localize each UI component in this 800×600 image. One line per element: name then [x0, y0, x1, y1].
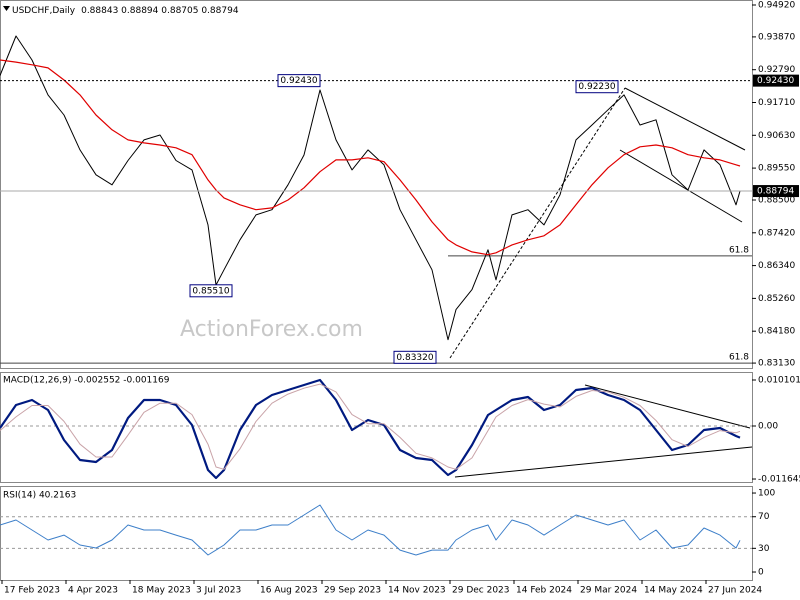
y-tick-label: 0.91710 [758, 98, 795, 108]
y-tick-label: 100 [758, 489, 775, 499]
price-label: 0.92430 [757, 76, 794, 86]
watermark: ActionForex.com [180, 317, 363, 342]
fib-label: 61.8 [729, 245, 749, 255]
y-tick-label: 0.89550 [758, 164, 795, 174]
ohlc: 0.88843 0.88894 0.88705 0.88794 [81, 6, 239, 16]
panel-border [0, 0, 753, 369]
annotation-label: 0.92230 [578, 82, 615, 92]
panel-border [0, 486, 753, 581]
series-line [0, 378, 741, 480]
y-tick-label: -0.011645 [758, 475, 800, 485]
series-line [0, 383, 741, 470]
y-tick-label: 0.93870 [758, 32, 795, 42]
y-tick-label: 0.85260 [758, 294, 795, 304]
y-tick-label: 0.00 [758, 421, 778, 431]
x-tick-label: 29 Sep 2023 [324, 586, 381, 596]
price-label: 0.88794 [757, 187, 794, 197]
x-tick-label: 14 May 2024 [644, 586, 703, 596]
channel-line [624, 87, 746, 151]
x-tick-label: 18 May 2023 [132, 586, 191, 596]
series-line [0, 35, 741, 341]
y-tick-label: 0.83130 [758, 359, 795, 369]
symbol: USDCHF,Daily [12, 6, 76, 16]
macd-trend-line [454, 446, 753, 478]
menu-triangle [3, 6, 10, 11]
x-tick-label: 29 Dec 2023 [452, 586, 510, 596]
y-tick-label: 30 [758, 544, 770, 554]
annotation-label: 0.83320 [396, 353, 433, 363]
x-tick-label: 3 Jul 2023 [196, 586, 241, 596]
y-tick-label: 0.88500 [758, 195, 795, 205]
annotation-box [189, 284, 233, 298]
y-tick-label: 0.84180 [758, 327, 795, 337]
price-label-box [753, 185, 799, 198]
x-tick-label: 17 Feb 2023 [4, 586, 60, 596]
x-tick-label: 29 Mar 2024 [580, 586, 637, 596]
x-tick-label: 16 Aug 2023 [260, 586, 318, 596]
annotation-label: 0.92430 [280, 76, 317, 86]
x-tick-label: 27 Jun 2024 [708, 586, 762, 596]
macd-title: MACD(12,26,9) -0.002552 -0.001169 [3, 376, 170, 386]
y-tick-label: 70 [758, 512, 770, 522]
y-tick-label: 0.87420 [758, 228, 795, 238]
y-tick-label: 0.94920 [758, 1, 795, 11]
series-line [0, 504, 741, 556]
chart-title: USDCHF,Daily 0.88843 0.88894 0.88705 0.88… [12, 6, 239, 16]
series-line [0, 59, 741, 256]
annotation-box [277, 74, 321, 88]
macd-trend-line [584, 384, 751, 429]
y-tick-label: 0.86340 [758, 261, 795, 271]
y-tick-label: 0 [758, 568, 764, 578]
fib-label: 61.8 [729, 353, 749, 363]
channel-line [619, 149, 743, 223]
x-tick-label: 14 Feb 2024 [516, 586, 572, 596]
rsi-title: RSI(14) 40.2163 [3, 491, 76, 501]
trend-line [449, 87, 626, 359]
annotation-label: 0.85510 [192, 286, 229, 296]
price-label-box [753, 74, 799, 87]
y-tick-label: 0.90630 [758, 131, 795, 141]
x-tick-label: 4 Apr 2023 [68, 586, 118, 596]
y-tick-label: 0.010101 [758, 376, 800, 386]
annotation-box [575, 80, 619, 94]
y-tick-label: 0.92790 [758, 65, 795, 75]
x-tick-label: 14 Nov 2023 [388, 586, 446, 596]
annotation-box [393, 350, 437, 364]
